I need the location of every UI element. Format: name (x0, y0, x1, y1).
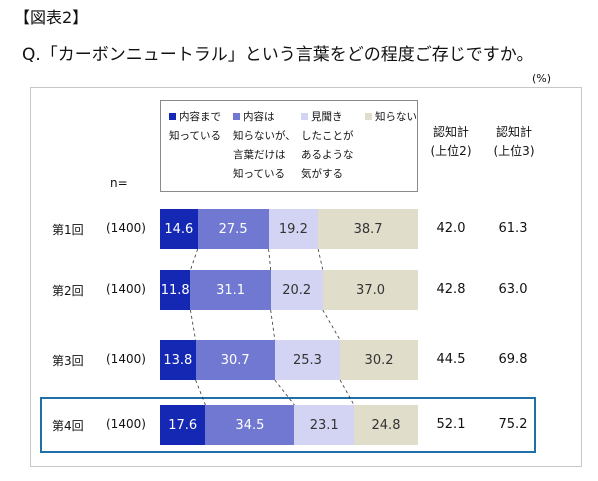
connector-line (190, 309, 196, 341)
bar-segment-unknown-1: 38.7 (318, 209, 418, 249)
aware-top2-value-2: 42.8 (436, 282, 466, 297)
legend-swatch-know-word (233, 112, 240, 120)
aware-top2-value-1: 42.0 (436, 221, 466, 236)
chart-frame (30, 87, 582, 467)
bar-segment-know-word-3: 30.7 (195, 340, 275, 380)
connector-line (322, 309, 341, 341)
legend-label-heard: 見聞き したことが あるような 気がする (301, 111, 354, 180)
bar-segment-know-content-2: 11.8 (160, 270, 191, 310)
connector-line (268, 248, 272, 271)
legend-swatch-heard (301, 112, 308, 120)
question-text: Q.「カーボンニュートラル」という言葉をどの程度ご存じですか。 (22, 45, 534, 65)
connector-line (190, 248, 199, 271)
aware-top3-value-2: 63.0 (498, 282, 528, 297)
bar-segment-unknown-2: 37.0 (322, 270, 419, 310)
legend-swatch-unknown (365, 112, 372, 120)
connector-line (195, 379, 206, 406)
row-n-4: (1400) (106, 417, 146, 431)
bar-segment-know-word-1: 27.5 (197, 209, 269, 249)
connector-line (270, 309, 276, 341)
bar-segment-heard-2: 20.2 (270, 270, 323, 310)
connector-line (339, 379, 355, 406)
bar-segment-heard-3: 25.3 (274, 340, 341, 380)
bar-segment-unknown-4: 24.8 (354, 405, 418, 445)
n-label: n= (110, 176, 128, 190)
legend-label-know-content: 内容まで 知っている (169, 111, 221, 142)
legend-swatch-know-content (169, 112, 176, 120)
bar-segment-heard-4: 23.1 (294, 405, 354, 445)
column-header-aware-top3: 認知計 (上位3) (493, 125, 535, 158)
legend-label-unknown: 知らない (375, 111, 417, 123)
bar-segment-know-word-4: 34.5 (205, 405, 295, 445)
aware-top3-value-3: 69.8 (498, 352, 528, 367)
bar-segment-know-content-1: 14.6 (160, 209, 198, 249)
bar-segment-know-content-3: 13.8 (160, 340, 196, 380)
legend-item-know-word: 内容は 知らないが、 言葉だけは 知っている (233, 108, 296, 184)
unit-label: (%) (532, 72, 552, 85)
row-label-4: 第4回 (52, 419, 84, 433)
row-n-3: (1400) (106, 352, 146, 366)
column-header-aware-top2: 認知計 (上位2) (430, 125, 472, 158)
bar-segment-heard-1: 19.2 (268, 209, 319, 249)
legend: 内容まで 知っている 内容は 知らないが、 言葉だけは 知っている 見聞き した… (160, 100, 418, 192)
aware-top3-value-4: 75.2 (498, 417, 528, 432)
row-label-1: 第1回 (52, 223, 84, 237)
bar-segment-know-word-2: 31.1 (190, 270, 271, 310)
row-label-2: 第2回 (52, 284, 84, 298)
highlight-box (40, 397, 536, 453)
bar-segment-unknown-3: 30.2 (340, 340, 418, 380)
figure-label: 【図表2】 (14, 8, 89, 27)
connector-line (274, 379, 295, 406)
aware-top3-value-1: 61.3 (498, 221, 528, 236)
connector-line (317, 248, 324, 271)
aware-top2-value-3: 44.5 (436, 352, 466, 367)
bar-segment-know-content-4: 17.6 (160, 405, 206, 445)
row-n-1: (1400) (106, 221, 146, 235)
legend-item-heard: 見聞き したことが あるような 気がする (301, 108, 354, 184)
legend-item-know-content: 内容まで 知っている (169, 108, 221, 146)
aware-top2-value-4: 52.1 (436, 417, 466, 432)
row-n-2: (1400) (106, 282, 146, 296)
row-label-3: 第3回 (52, 354, 84, 368)
legend-item-unknown: 知らない (365, 108, 417, 127)
legend-label-know-word: 内容は 知らないが、 言葉だけは 知っている (233, 111, 296, 180)
